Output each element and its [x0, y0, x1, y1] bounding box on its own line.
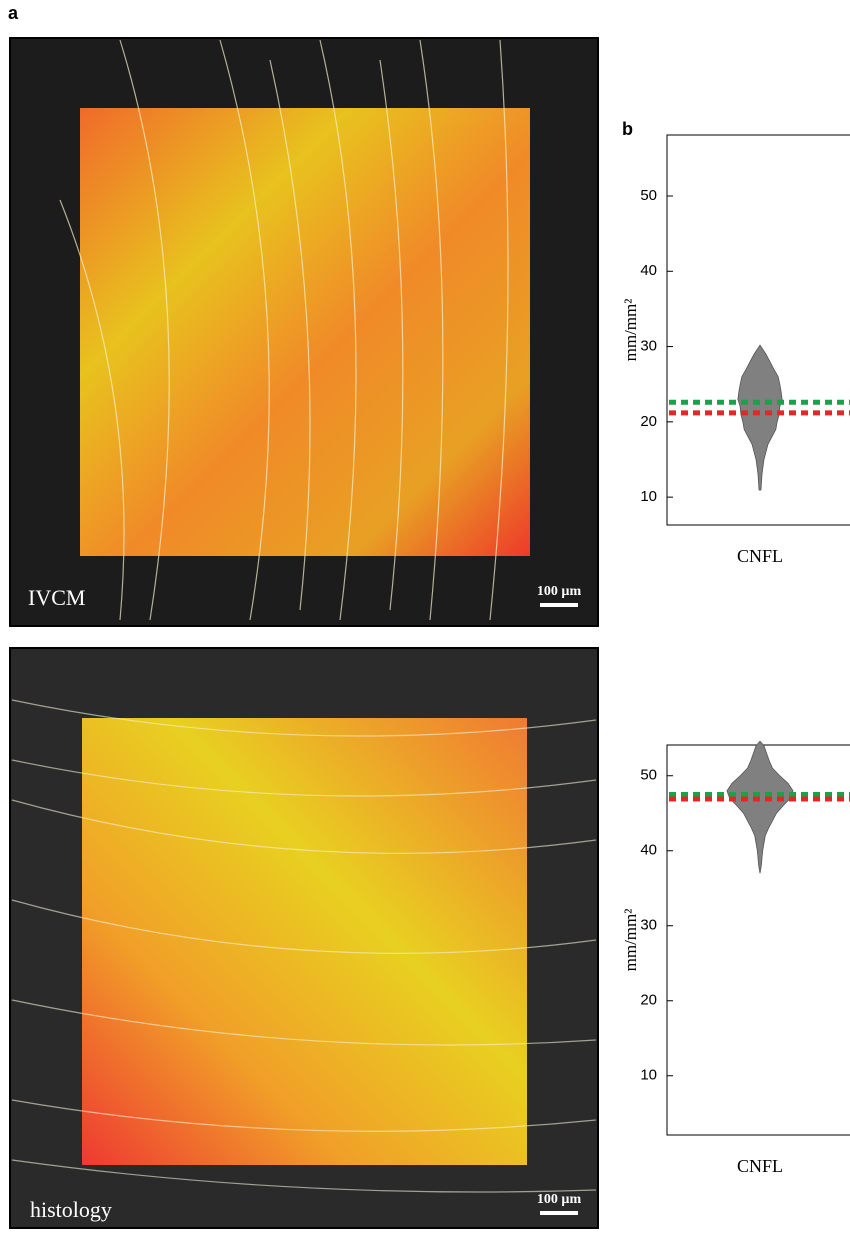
violin — [726, 740, 794, 874]
y-tick-label: 50 — [640, 767, 657, 784]
image-label: histology — [30, 1197, 112, 1222]
y-tick-label: 10 — [640, 1067, 657, 1084]
y-tick-label: 10 — [640, 488, 657, 505]
scale-bar-label: 100 µm — [537, 584, 582, 599]
x-tick-label: CNFL — [737, 546, 783, 566]
micrograph: histology 100 µm — [9, 647, 599, 1229]
y-tick-label: 50 — [640, 187, 657, 204]
y-tick-label: 20 — [640, 413, 657, 430]
y-tick-label: 40 — [640, 262, 657, 279]
y-tick-label: 20 — [640, 992, 657, 1009]
y-tick-label: 30 — [640, 338, 657, 355]
y-tick-label: 40 — [640, 842, 657, 859]
y-tick-label: 30 — [640, 917, 657, 934]
image-label: IVCM — [28, 585, 85, 610]
axis-frame — [666, 134, 850, 526]
panel-label: a — [8, 3, 19, 23]
y-axis-label: mm/mm² — [621, 299, 640, 362]
panel-label: b — [622, 119, 633, 139]
micrograph: IVCM 100 µm — [9, 37, 599, 627]
x-tick-label: CNFL — [737, 1156, 783, 1176]
scale-bar-label: 100 µm — [537, 1192, 582, 1207]
y-axis-label: mm/mm² — [621, 909, 640, 972]
violin — [737, 344, 783, 491]
